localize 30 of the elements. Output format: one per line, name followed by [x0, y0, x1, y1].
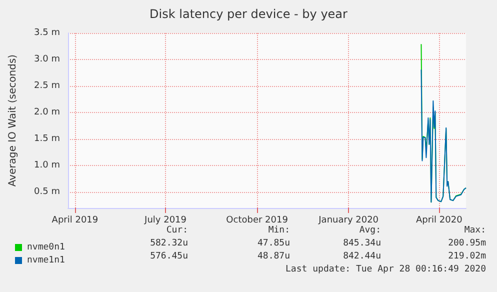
text: Avg:: [359, 226, 381, 236]
text: Min:: [268, 226, 290, 236]
y-tick-label: 2.0 m: [34, 108, 60, 118]
y-tick-label: 2.5 m: [34, 81, 60, 92]
y-tick-label: 1.5 m: [34, 134, 60, 144]
x-tick-label: January 2020: [318, 216, 379, 226]
x-tick-label: October 2019: [226, 216, 288, 226]
text: 842.44u: [343, 252, 381, 262]
text: 582.32u: [150, 238, 188, 248]
x-tick-label: April 2019: [52, 216, 98, 226]
legend-label: nvme0n1: [27, 242, 65, 252]
x-tick-label: April 2020: [416, 216, 463, 226]
text: 47.85u: [257, 238, 290, 248]
text: 219.02m: [448, 252, 486, 262]
y-tick-label: 3.5 m: [34, 28, 60, 38]
x-tick-label: July 2019: [144, 216, 187, 226]
text: 576.45u: [150, 252, 188, 262]
text: Last update: Tue Apr 28 00:16:49 2020: [286, 264, 486, 274]
y-tick-label: 0.5 m: [34, 187, 60, 198]
text: 48.87u: [257, 252, 290, 262]
line-series: [420, 69, 466, 203]
y-tick-label: 1.0 m: [34, 160, 60, 171]
y-tick-label: 3.0 m: [34, 54, 60, 65]
y-axis-title: Average IO Wait (seconds): [8, 54, 18, 187]
chart-title: Disk latency per device - by year: [150, 7, 348, 21]
text: 200.95m: [448, 238, 486, 248]
text: Max:: [464, 226, 486, 236]
legend-label: nvme1n1: [27, 256, 65, 266]
text: Cur:: [166, 226, 188, 236]
text: 845.34u: [343, 238, 381, 248]
